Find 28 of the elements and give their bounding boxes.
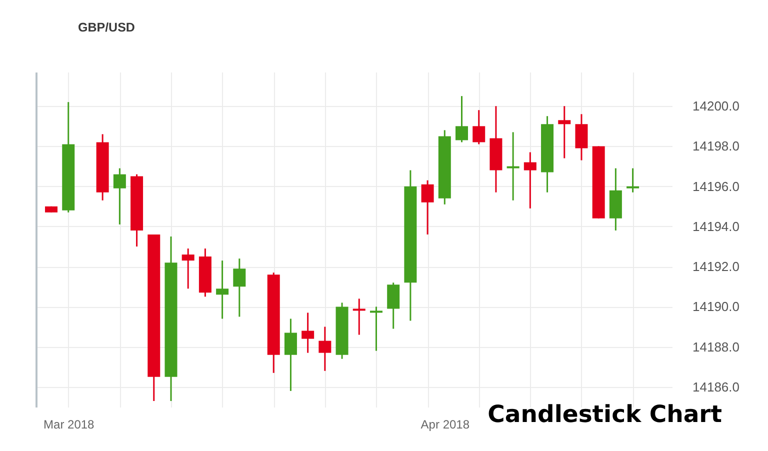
candlestick [352, 298, 366, 336]
y-tick-label: 14194.0 [692, 218, 740, 234]
candlestick [113, 168, 126, 226]
y-tick-label: 14200.0 [692, 98, 740, 114]
candlestick [472, 109, 486, 145]
candlestick [456, 95, 468, 143]
y-tick-label: 14198.0 [692, 138, 740, 154]
candlestick [302, 312, 314, 354]
x-tick-label: Mar 2018 [44, 418, 95, 432]
candlestick [370, 306, 382, 352]
candlestick [506, 131, 520, 202]
y-tick-label: 14196.0 [692, 178, 740, 194]
candlestick [421, 180, 434, 236]
candlestick [233, 258, 246, 318]
candlestick [284, 318, 297, 392]
y-tick-label: 14190.0 [692, 299, 740, 314]
y-tick-label: 14192.0 [692, 259, 740, 274]
candlestick [216, 260, 229, 320]
y-tick-label: 14188.0 [692, 339, 740, 354]
x-tick-label: Apr 2018 [420, 418, 470, 432]
candlestick [558, 105, 571, 160]
candlestick [182, 248, 194, 290]
chart-title: GBP/USD [78, 20, 135, 34]
y-tick-label: 14186.0 [692, 379, 740, 394]
candlestick [318, 326, 332, 372]
candlestick [524, 151, 536, 210]
candlestick [626, 168, 640, 194]
annotation: Candlestick Chart [488, 400, 722, 428]
